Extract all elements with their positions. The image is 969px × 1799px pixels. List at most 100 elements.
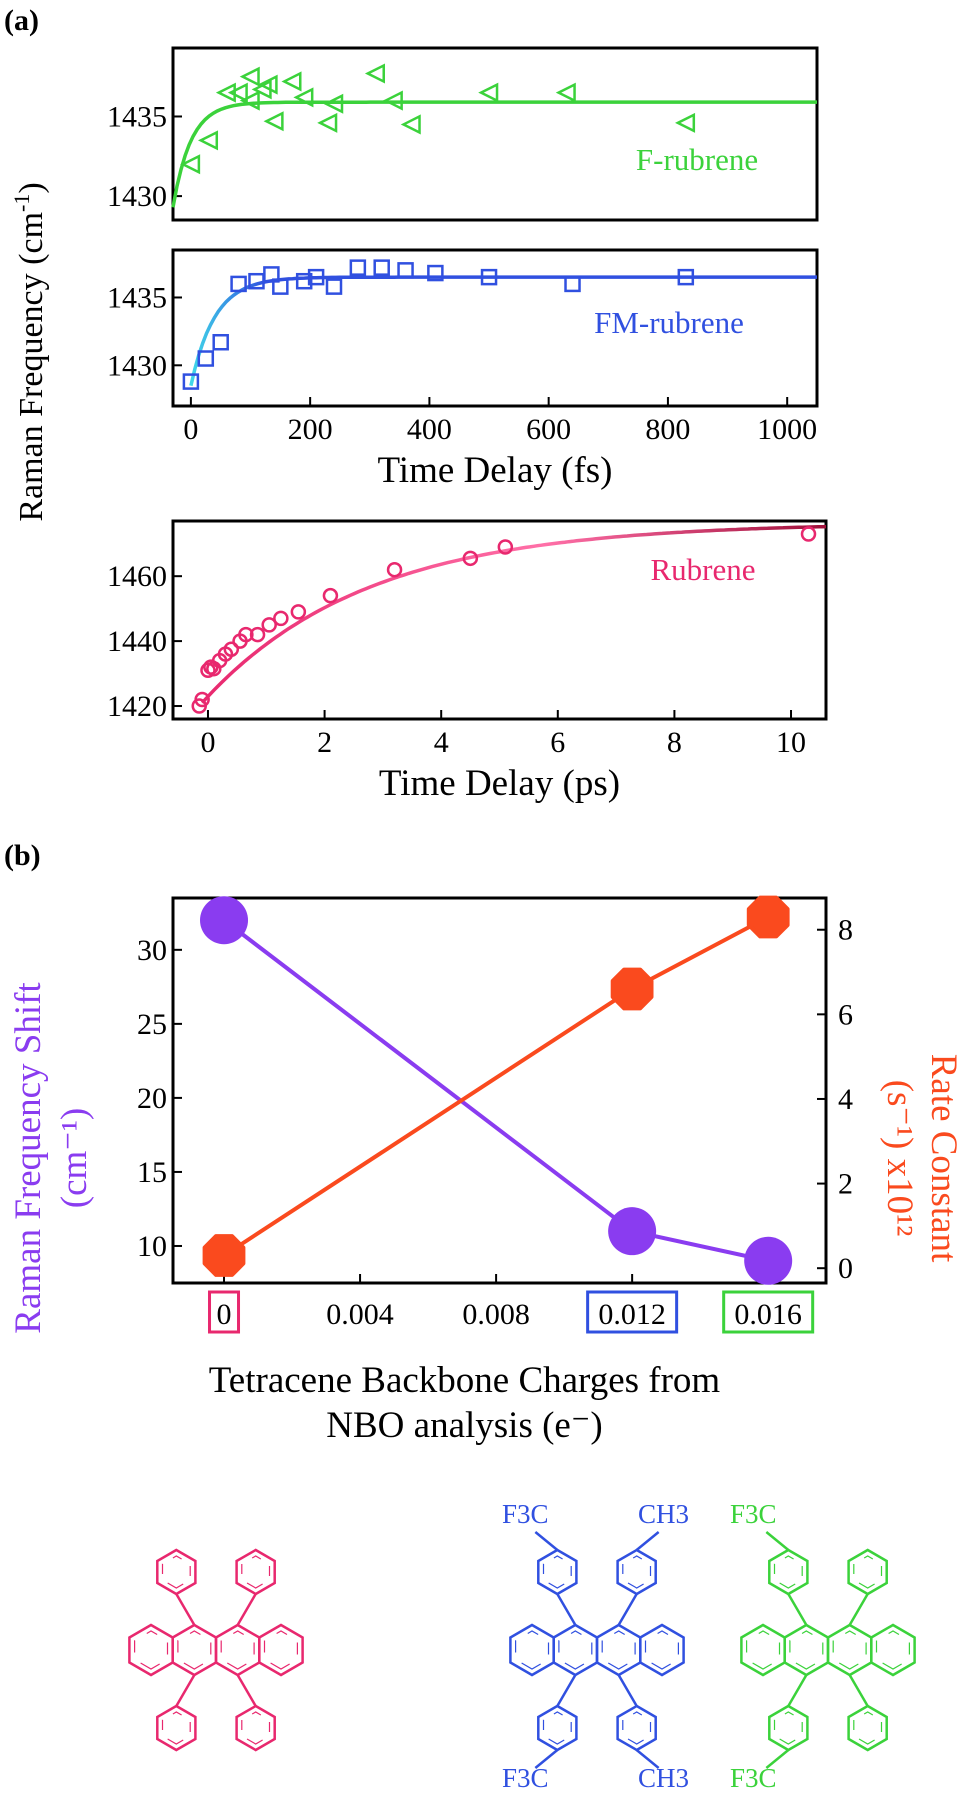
phenyl-bond bbox=[175, 1593, 196, 1626]
backbone-ring bbox=[826, 1623, 873, 1677]
plot-frame bbox=[171, 896, 828, 1285]
data-point bbox=[322, 587, 339, 604]
data-point bbox=[382, 90, 403, 111]
fm-top-right-substituent: CH3 bbox=[638, 1499, 689, 1529]
x-axis-label-line1: Tetracene Backbone Charges from bbox=[209, 1360, 721, 1401]
x-axis-label: Time Delay (ps) bbox=[379, 763, 620, 804]
left-y-tick-label: 10 bbox=[137, 1230, 167, 1263]
x-axis-label-line2: NBO analysis (e⁻) bbox=[326, 1405, 602, 1446]
phenyl-bond bbox=[848, 1593, 869, 1626]
rubrene-plot: 1420 1440 1460 0 2 4 6 8 10 Time Delay (ps) Rubren… bbox=[107, 519, 828, 804]
phenyl-bond bbox=[236, 1674, 257, 1707]
data-point bbox=[295, 272, 313, 290]
backbone-ring-inner bbox=[789, 1630, 824, 1670]
phenyl-ring bbox=[156, 1548, 197, 1596]
data-point bbox=[677, 268, 695, 286]
backbone-ring bbox=[639, 1623, 685, 1677]
raman-shift-point bbox=[200, 896, 249, 945]
left-axis-label-line2: (cm⁻¹) bbox=[54, 1108, 95, 1208]
phenyl-ring bbox=[847, 1548, 888, 1596]
fit-curve bbox=[189, 275, 817, 387]
left-y-tick-label: 20 bbox=[137, 1082, 167, 1115]
x-tick-label: 0.016 bbox=[734, 1298, 802, 1331]
fit-curve bbox=[171, 100, 817, 208]
data-point bbox=[238, 626, 254, 643]
backbone-ring bbox=[171, 1623, 218, 1677]
raman-shift-point bbox=[608, 1207, 657, 1256]
backbone-ring bbox=[552, 1623, 599, 1677]
substituent-bond bbox=[534, 1531, 559, 1551]
x-tick-label: 200 bbox=[288, 413, 333, 446]
data-point bbox=[397, 262, 414, 279]
phenyl-ring bbox=[235, 1704, 276, 1752]
phenyl-ring-inner bbox=[161, 1555, 191, 1589]
backbone-ring bbox=[595, 1623, 642, 1677]
backbone-ring bbox=[870, 1623, 916, 1677]
data-point bbox=[564, 275, 581, 293]
data-point bbox=[478, 82, 499, 103]
x-axis-label: Time Delay (fs) bbox=[378, 450, 613, 491]
phenyl-ring-inner bbox=[853, 1555, 883, 1589]
phenyl-ring-inner bbox=[773, 1555, 803, 1589]
data-point bbox=[400, 114, 421, 135]
data-point bbox=[182, 373, 200, 390]
phenyl-ring-inner bbox=[241, 1555, 271, 1589]
right-y-tick-label: 6 bbox=[838, 998, 853, 1031]
backbone-ring-inner bbox=[220, 1630, 255, 1670]
series-label: FM-rubrene bbox=[594, 305, 744, 340]
backbone-ring-inner bbox=[745, 1630, 781, 1670]
raman-shift-line bbox=[222, 918, 769, 1263]
series-label: F-rubrene bbox=[636, 142, 758, 177]
data-point bbox=[249, 626, 266, 643]
data-point bbox=[281, 71, 302, 92]
phenyl-ring-inner bbox=[622, 1711, 652, 1745]
y-tick-label: 1460 bbox=[107, 560, 167, 593]
f-bottom-left-substituent: F3C bbox=[730, 1763, 777, 1793]
data-point bbox=[257, 74, 278, 95]
backbone-ring-inner bbox=[134, 1630, 169, 1670]
backbone-ring-inner bbox=[263, 1630, 298, 1670]
data-point bbox=[230, 275, 247, 293]
data-point bbox=[317, 112, 338, 133]
y-tick-label: 1440 bbox=[107, 625, 167, 658]
y-tick-label: 1435 bbox=[107, 100, 167, 133]
data-point bbox=[197, 350, 215, 367]
x-tick-label: 0 bbox=[217, 1298, 232, 1331]
right-y-tick-label: 0 bbox=[838, 1252, 853, 1285]
rubrene-structure bbox=[128, 1548, 304, 1752]
backbone-ring bbox=[258, 1623, 304, 1677]
data-point bbox=[386, 561, 403, 578]
data-point bbox=[497, 539, 514, 555]
data-point bbox=[364, 63, 385, 84]
tick-highlight-box bbox=[208, 1290, 241, 1334]
data-point bbox=[427, 264, 444, 282]
charge-correlation-plot: 10 15 20 25 30 0 2 4 6 8 0 0.004 0.008 0.012 0.016 Tetr… bbox=[137, 895, 853, 1446]
panel-a-y-axis-label: Raman Frequency (cm-1) bbox=[9, 182, 50, 521]
phenyl-bond bbox=[556, 1593, 577, 1626]
backbone-ring bbox=[740, 1623, 786, 1677]
data-point bbox=[263, 111, 284, 132]
data-point bbox=[273, 610, 289, 627]
substituent-bond bbox=[534, 1749, 559, 1769]
y-tick-label: 1435 bbox=[107, 281, 167, 314]
x-tick-label: 600 bbox=[526, 413, 571, 446]
panel-a-y-axis-label-close: ) bbox=[13, 182, 50, 193]
left-y-tick-label: 15 bbox=[137, 1156, 167, 1189]
data-point bbox=[261, 617, 277, 633]
backbone-ring-inner bbox=[514, 1630, 550, 1670]
phenyl-ring bbox=[156, 1704, 197, 1752]
data-point bbox=[373, 259, 390, 276]
data-point bbox=[180, 154, 201, 175]
backbone-ring-inner bbox=[558, 1630, 593, 1670]
fit-curve bbox=[200, 524, 827, 704]
data-point bbox=[223, 641, 240, 657]
substituent-bond bbox=[635, 1531, 660, 1551]
backbone-ring bbox=[783, 1623, 830, 1677]
y-tick-label: 1430 bbox=[107, 180, 167, 213]
backbone-ring bbox=[128, 1623, 174, 1677]
data-point bbox=[239, 90, 260, 111]
backbone-ring-inner bbox=[177, 1630, 212, 1670]
data-point bbox=[462, 550, 479, 567]
phenyl-bond bbox=[556, 1674, 577, 1707]
data-point bbox=[480, 268, 498, 286]
